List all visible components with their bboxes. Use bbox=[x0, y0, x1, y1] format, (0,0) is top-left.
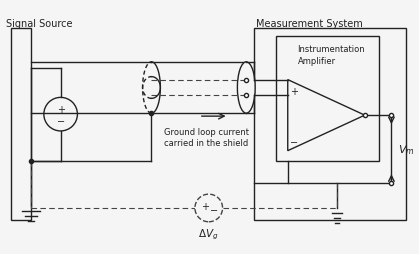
Text: +: + bbox=[290, 87, 297, 97]
Text: Measurement System: Measurement System bbox=[256, 19, 363, 29]
Text: +: + bbox=[201, 201, 209, 211]
Ellipse shape bbox=[238, 62, 255, 114]
Text: Instrumentation
Amplifier: Instrumentation Amplifier bbox=[297, 45, 365, 66]
Text: −: − bbox=[57, 117, 65, 126]
Text: −: − bbox=[290, 137, 298, 147]
Text: $\Delta V_g$: $\Delta V_g$ bbox=[199, 227, 219, 241]
Text: Signal Source: Signal Source bbox=[6, 19, 73, 29]
Text: +: + bbox=[57, 105, 65, 115]
Text: Ground loop current
carried in the shield: Ground loop current carried in the shiel… bbox=[164, 128, 249, 148]
Text: −: − bbox=[210, 205, 218, 215]
Text: $V_m$: $V_m$ bbox=[398, 143, 415, 156]
Circle shape bbox=[195, 194, 222, 222]
